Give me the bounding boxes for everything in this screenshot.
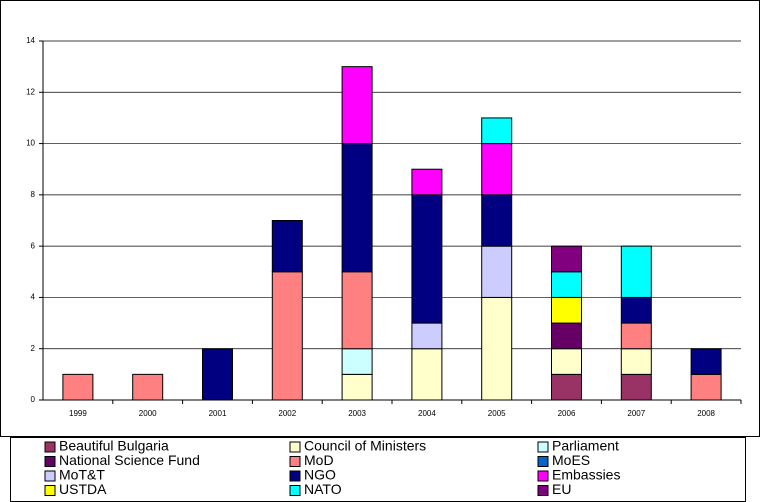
x-tick-label: 2007 xyxy=(627,409,645,418)
bar-segment xyxy=(132,373,164,401)
x-tick-label: 2000 xyxy=(139,409,157,418)
bar-segment xyxy=(411,322,443,350)
legend-label: MoES xyxy=(552,452,590,468)
bar-segment xyxy=(620,348,652,375)
legend-swatch xyxy=(44,470,56,482)
x-tick-label: 2008 xyxy=(697,409,715,418)
legend-swatch xyxy=(289,456,301,467)
y-tick-label: 14 xyxy=(26,36,35,45)
legend-label: National Science Fund xyxy=(59,452,200,468)
y-tick-label: 0 xyxy=(31,395,36,404)
legend-swatch xyxy=(289,485,301,496)
legend-swatch xyxy=(44,485,56,496)
bar-segment xyxy=(481,245,513,298)
legend-label: Beautiful Bulgaria xyxy=(59,438,169,454)
bar-segment xyxy=(620,245,652,298)
legend-swatch xyxy=(537,485,549,496)
bar-segment xyxy=(551,348,582,375)
bar-segment xyxy=(202,348,233,401)
x-tick-label: 2002 xyxy=(278,409,296,418)
legend-label: Embassies xyxy=(552,467,620,483)
bar-segment xyxy=(551,245,582,273)
legend-label: MoT&T xyxy=(59,467,105,483)
x-tick-label: 2004 xyxy=(418,409,436,418)
x-tick-label: 2003 xyxy=(348,409,366,418)
bar-segment xyxy=(411,194,443,324)
bar-segment xyxy=(341,66,373,145)
y-tick-label: 2 xyxy=(31,344,36,353)
legend-swatch xyxy=(289,441,301,453)
bar-segment xyxy=(620,373,652,401)
legend-label: MoD xyxy=(304,452,334,468)
bar-segment xyxy=(481,296,513,401)
x-tick-label: 1999 xyxy=(69,409,87,418)
bar-segment xyxy=(341,373,373,401)
legend-label: NGO xyxy=(304,467,336,483)
bar-segment xyxy=(551,296,582,324)
bar-segment xyxy=(481,117,513,145)
legend-swatch xyxy=(44,441,56,453)
y-tick-label: 4 xyxy=(31,293,36,302)
y-tick-label: 10 xyxy=(26,139,35,148)
y-tick-label: 6 xyxy=(31,241,36,250)
bar-segment xyxy=(271,271,303,401)
bar-segment xyxy=(690,348,722,375)
bar-segment xyxy=(620,322,652,350)
legend-swatch xyxy=(537,441,549,453)
y-tick-label: 8 xyxy=(31,190,36,199)
y-tick-label: 12 xyxy=(26,87,35,96)
legend-label: Parliament xyxy=(552,438,619,454)
bar-segment xyxy=(620,296,652,324)
bar-segment xyxy=(690,373,722,401)
x-tick-label: 2001 xyxy=(209,409,227,418)
legend-swatch xyxy=(537,456,549,467)
bar-segment xyxy=(411,168,443,196)
x-tick-label: 2006 xyxy=(558,409,576,418)
bar-segment xyxy=(551,373,582,401)
bar-segment xyxy=(411,348,443,401)
bar-segment xyxy=(341,143,373,273)
bar-segment xyxy=(341,348,373,375)
bar-segment xyxy=(62,373,94,401)
bar-segment xyxy=(481,194,513,247)
bar-segment xyxy=(551,322,582,350)
legend-label: USTDA xyxy=(59,481,107,497)
bar-segment xyxy=(551,271,582,298)
bar-segment xyxy=(341,271,373,350)
legend-box xyxy=(10,437,746,502)
bar-segment xyxy=(271,220,303,273)
legend-swatch xyxy=(289,470,301,482)
x-tick-label: 2005 xyxy=(488,409,506,418)
legend-label: EU xyxy=(552,481,571,497)
legend-swatch xyxy=(537,470,549,482)
legend-label: Council of Ministers xyxy=(304,438,426,454)
legend-label: NATO xyxy=(304,481,342,497)
bar-segment xyxy=(481,143,513,196)
legend-swatch xyxy=(44,456,56,467)
